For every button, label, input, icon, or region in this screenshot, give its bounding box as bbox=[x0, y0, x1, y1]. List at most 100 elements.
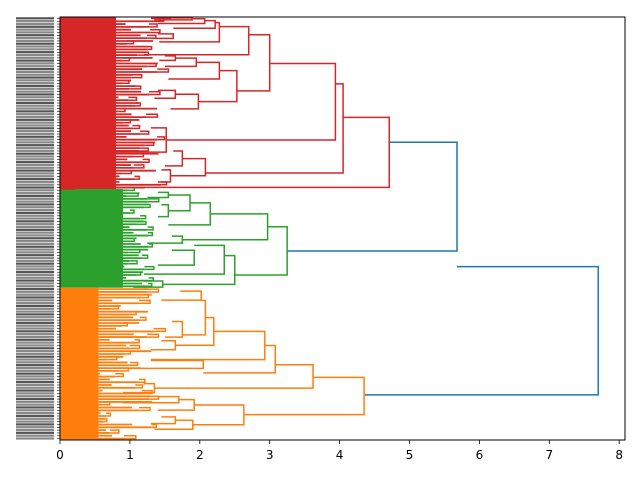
leaf-mass-group bbox=[60, 17, 170, 440]
leaf-label bbox=[16, 175, 54, 178]
leaf-label bbox=[16, 42, 54, 45]
leaf-label bbox=[16, 31, 54, 34]
leaf-label bbox=[16, 211, 54, 214]
leaf-label bbox=[16, 90, 54, 93]
leaf-label bbox=[16, 347, 54, 350]
link-blue bbox=[287, 141, 458, 252]
x-axis: 0 1 2 3 4 5 6 7 8 bbox=[56, 440, 623, 462]
link-red bbox=[168, 61, 221, 80]
link-green bbox=[147, 191, 170, 199]
leaf-merge bbox=[123, 435, 137, 440]
leaf-merge bbox=[133, 153, 145, 158]
leaf-label bbox=[16, 333, 54, 336]
leaf-label bbox=[16, 262, 54, 265]
leaf-label bbox=[16, 378, 54, 381]
leaf-label bbox=[16, 132, 54, 136]
leaf-merge bbox=[120, 169, 133, 175]
leaf-merge bbox=[150, 28, 161, 34]
leaf-label bbox=[16, 67, 54, 71]
leaf-label bbox=[16, 104, 54, 107]
leaf-label bbox=[16, 62, 54, 65]
leaf-label bbox=[16, 84, 54, 88]
leaf-label bbox=[16, 118, 54, 121]
leaf-label bbox=[16, 177, 54, 181]
link-orange bbox=[122, 395, 180, 404]
leaf-label bbox=[16, 138, 54, 141]
leaf-label bbox=[16, 65, 54, 68]
link-orange bbox=[150, 330, 266, 361]
leaf-label bbox=[16, 316, 54, 319]
leaf-label bbox=[16, 192, 54, 195]
leaf-label bbox=[16, 98, 54, 102]
leaf-label bbox=[16, 304, 54, 308]
link-orange bbox=[150, 416, 177, 425]
x-tick-label: 8 bbox=[615, 448, 623, 462]
link-orange bbox=[161, 290, 202, 301]
leaf-label bbox=[16, 36, 54, 40]
leaf-merge bbox=[147, 198, 160, 203]
link-red bbox=[159, 21, 221, 43]
leaf-label bbox=[16, 245, 54, 248]
leaf-label bbox=[16, 375, 54, 378]
link-red bbox=[198, 69, 238, 103]
leaf-label bbox=[16, 96, 54, 99]
leaf-label bbox=[16, 313, 54, 316]
leaf-label bbox=[16, 141, 54, 144]
leaf-label bbox=[16, 307, 54, 310]
leaf-label bbox=[16, 183, 54, 186]
leaf-merge bbox=[123, 119, 132, 124]
leaf-label bbox=[16, 276, 54, 279]
link-red bbox=[170, 93, 200, 110]
leaf-merge bbox=[147, 333, 160, 338]
leaf-label bbox=[16, 338, 54, 341]
link-red bbox=[157, 169, 172, 183]
link-red bbox=[164, 150, 184, 167]
leaf-merge bbox=[118, 107, 126, 113]
leaf-label bbox=[16, 341, 54, 344]
link-green bbox=[133, 280, 164, 288]
link-orange bbox=[175, 316, 215, 346]
leaf-label bbox=[16, 172, 54, 175]
leaf-merge bbox=[131, 74, 143, 79]
link-orange bbox=[192, 404, 245, 426]
leaf-label bbox=[16, 155, 54, 158]
link-red bbox=[173, 19, 216, 30]
leaf-label bbox=[16, 310, 54, 313]
link-green bbox=[157, 249, 195, 266]
leaf-label bbox=[16, 144, 54, 147]
leaf-label bbox=[16, 406, 54, 409]
leaf-merge bbox=[140, 130, 150, 135]
leaf-merge bbox=[138, 147, 149, 152]
leaf-label bbox=[16, 414, 54, 418]
leaf-label bbox=[16, 25, 54, 28]
leaf-merge bbox=[136, 271, 142, 276]
leaf-label bbox=[16, 45, 54, 48]
leaf-label bbox=[16, 358, 54, 361]
leaf-label bbox=[16, 372, 54, 375]
leaf-merge bbox=[144, 265, 155, 271]
leaf-label bbox=[16, 59, 54, 62]
leaf-merge bbox=[122, 79, 130, 85]
leaf-label bbox=[16, 107, 54, 110]
leaf-label bbox=[16, 70, 54, 73]
leaf-merge bbox=[106, 412, 111, 417]
leaf-label bbox=[16, 428, 54, 432]
leaf-merge bbox=[115, 372, 124, 378]
x-tick-label: 6 bbox=[476, 448, 484, 462]
leaf-label bbox=[16, 259, 54, 262]
leaf-merge bbox=[149, 90, 161, 96]
link-green bbox=[234, 226, 288, 276]
leaf-merge bbox=[157, 68, 170, 73]
leaf-merge bbox=[126, 192, 139, 197]
link-orange bbox=[129, 359, 205, 370]
leaf-label bbox=[16, 321, 54, 324]
link-red bbox=[236, 34, 271, 92]
x-tick-label: 7 bbox=[545, 448, 553, 462]
leaf-label bbox=[16, 417, 54, 420]
leaf-label bbox=[16, 302, 54, 305]
leaf-merge bbox=[146, 113, 159, 118]
leaf-merge bbox=[146, 288, 160, 293]
leaf-merge bbox=[147, 282, 153, 288]
leaf-merge bbox=[111, 305, 120, 310]
